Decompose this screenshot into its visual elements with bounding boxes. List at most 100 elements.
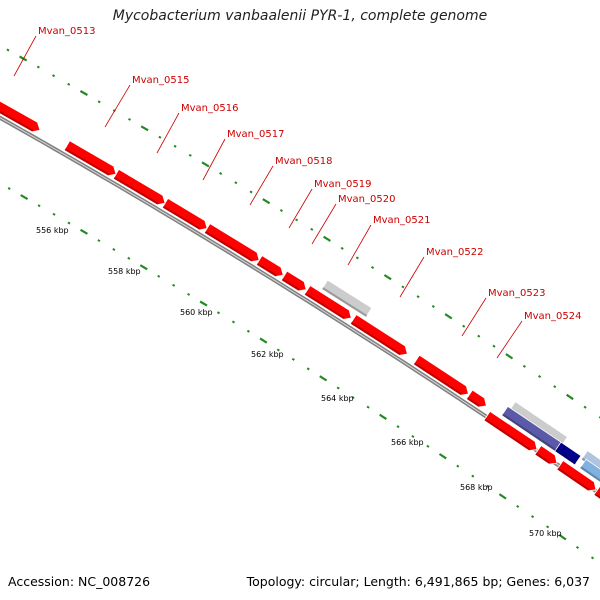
- outer-ring-major-tick: [565, 393, 574, 401]
- outer-ring-major-tick: [444, 313, 453, 320]
- scale-label: 564 kbp: [321, 394, 354, 403]
- gene-shade: [281, 278, 300, 291]
- inner-ring-minor-tick: [590, 556, 595, 560]
- outer-ring-minor-tick: [538, 374, 542, 379]
- inner-ring-minor-tick: [306, 367, 310, 371]
- label-leader-line: [399, 256, 425, 298]
- gene-shade: [304, 292, 345, 320]
- gene-feature: [483, 410, 538, 452]
- gene-shade: [413, 362, 462, 395]
- inner-ring-major-tick: [79, 228, 88, 235]
- inner-ring-minor-tick: [351, 396, 355, 400]
- inner-ring-minor-tick: [486, 484, 490, 488]
- gene-shade: [555, 449, 577, 465]
- map-title: Mycobacterium vanbaalenii PYR-1, complet…: [112, 8, 488, 24]
- label-leaders: [13, 35, 523, 359]
- outer-ring-minor-tick: [477, 334, 481, 338]
- outer-ring-minor-tick: [97, 100, 101, 104]
- outer-ring-minor-tick: [127, 117, 132, 121]
- outer-ring-minor-tick: [6, 48, 10, 52]
- gene-shade: [64, 148, 110, 176]
- inner-ring-minor-tick: [7, 187, 11, 190]
- inner-ring-minor-tick: [231, 320, 236, 324]
- gene-label: Mvan_0513: [38, 26, 95, 37]
- inner-ring-minor-tick: [52, 212, 56, 216]
- inner-ring-minor-tick: [336, 386, 340, 390]
- gene-feature: [349, 314, 408, 356]
- gene-shade: [322, 287, 368, 317]
- outer-ring-minor-tick: [249, 190, 253, 194]
- gene-label: Mvan_0518: [275, 156, 332, 167]
- scale-label: 562 kbp: [251, 350, 284, 359]
- inner-ring-minor-tick: [546, 525, 550, 529]
- outer-ring-minor-tick: [522, 364, 526, 368]
- label-leader-line: [496, 320, 523, 359]
- gene-feature: [63, 140, 117, 177]
- outer-ring-minor-tick: [234, 181, 238, 185]
- outer-ring-minor-tick: [492, 344, 496, 348]
- genome-summary-text: Topology: circular; Length: 6,491,865 bp…: [246, 574, 590, 589]
- inner-ring-major-tick: [319, 375, 328, 382]
- gene-feature: [534, 445, 558, 465]
- inner-ring-major-tick: [379, 413, 388, 421]
- gene-shade: [256, 262, 277, 277]
- outer-ring-major-tick: [323, 235, 331, 242]
- gene-shade: [204, 231, 253, 262]
- inner-ring-major-tick: [20, 194, 29, 201]
- gene-shade: [502, 413, 557, 451]
- inner-ring-minor-tick: [216, 311, 221, 315]
- scale-label: 560 kbp: [180, 308, 213, 317]
- inner-ring-minor-tick: [516, 504, 520, 508]
- inner-ring-minor-tick: [276, 348, 280, 352]
- inner-ring-minor-tick: [246, 329, 250, 333]
- label-leader-line: [288, 188, 313, 229]
- outer-ring-minor-tick: [67, 82, 71, 86]
- label-leader-line: [13, 35, 37, 77]
- inner-ring-minor-tick: [172, 283, 176, 287]
- inner-ring-major-tick: [139, 264, 148, 271]
- gene-feature: [412, 354, 469, 396]
- inner-ring-minor-tick: [426, 444, 430, 448]
- outer-ring-major-tick: [140, 125, 149, 132]
- scale-label: 566 kbp: [391, 438, 424, 447]
- inner-ring-minor-tick: [37, 204, 41, 208]
- gene-feature: [161, 197, 208, 231]
- gene-feature: [321, 279, 373, 318]
- gene-shade: [594, 492, 600, 499]
- gene-label: Mvan_0517: [227, 129, 284, 140]
- label-leader-line: [311, 203, 337, 245]
- gene-shade: [162, 205, 201, 230]
- inner-ring-minor-tick: [157, 274, 161, 278]
- gene-shade: [113, 176, 159, 205]
- gene-feature: [255, 255, 284, 278]
- outer-ring-minor-tick: [173, 144, 177, 148]
- inner-ring-minor-tick: [531, 515, 535, 519]
- gene-feature: [112, 168, 166, 206]
- gene-shade: [484, 418, 531, 451]
- outer-ring-major-tick: [505, 353, 514, 360]
- accession-text: Accession: NC_008726: [8, 574, 151, 589]
- outer-ring-minor-tick: [583, 405, 587, 409]
- outer-ring-minor-tick: [36, 65, 40, 69]
- gene-label: Mvan_0519: [314, 179, 371, 190]
- label-leader-line: [461, 297, 487, 337]
- inner-ring-minor-tick: [411, 434, 415, 438]
- outer-ring-minor-tick: [416, 295, 420, 299]
- gene-label: Mvan_0524: [524, 311, 581, 322]
- gene-shade: [350, 321, 401, 355]
- gene-feature: [593, 485, 600, 500]
- inner-ring-minor-tick: [471, 474, 475, 478]
- outer-ring-minor-tick: [219, 172, 223, 175]
- outer-ring-minor-tick: [401, 285, 405, 289]
- scale-label: 556 kbp: [36, 226, 69, 235]
- inner-ring-minor-tick: [97, 239, 101, 243]
- scale-labels: 556 kbp 558 kbp 560 kbp 562 kbp 564 kbp 566 k…: [36, 226, 562, 538]
- outer-ring-major-tick: [201, 161, 210, 168]
- inner-ring-major-tick: [438, 453, 447, 460]
- inner-ring-minor-tick: [291, 357, 295, 361]
- gene-shade: [535, 452, 551, 464]
- outer-ring-major-tick: [262, 198, 271, 205]
- scale-label: 568 kbp: [460, 483, 493, 492]
- outer-ring-minor-tick: [158, 135, 162, 139]
- scale-label: 558 kbp: [108, 267, 141, 276]
